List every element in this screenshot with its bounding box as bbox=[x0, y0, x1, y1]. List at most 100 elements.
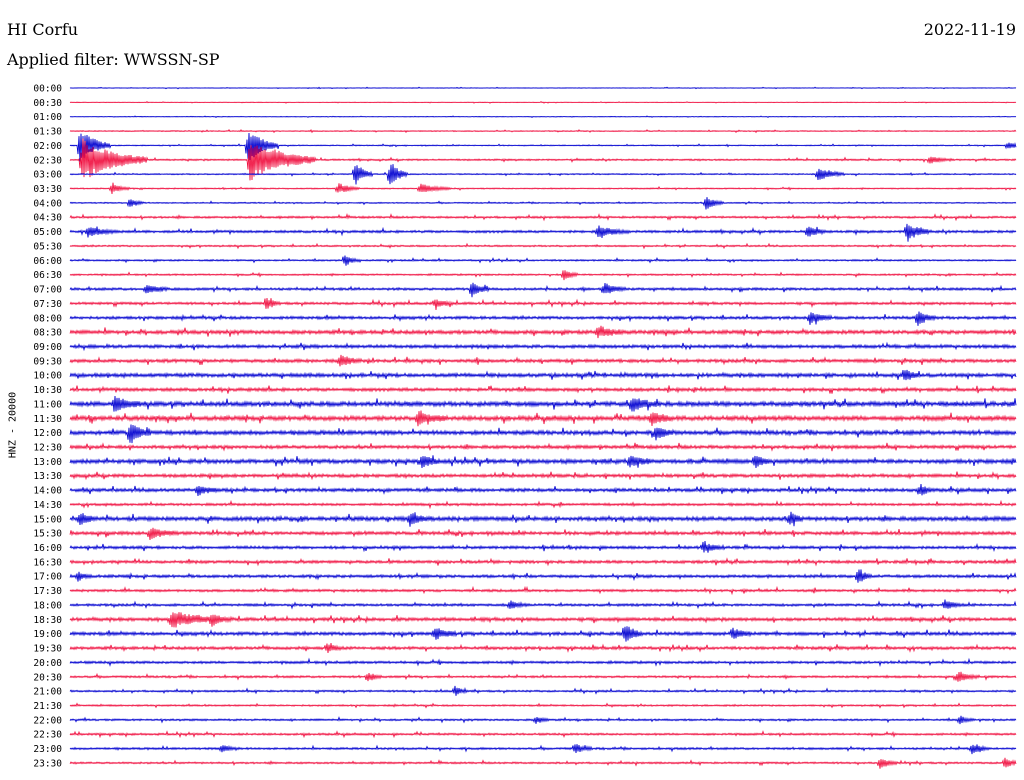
row-time-label: 05:00 bbox=[33, 227, 62, 238]
row-time-label: 12:00 bbox=[33, 428, 62, 439]
trace-row bbox=[69, 626, 1017, 642]
trace-row bbox=[69, 325, 1017, 339]
trace-row bbox=[69, 643, 1017, 654]
trace-row bbox=[69, 298, 1017, 310]
trace-row bbox=[69, 182, 1017, 195]
station-title: HI Corfu bbox=[7, 20, 79, 39]
row-time-label: 22:00 bbox=[33, 715, 62, 726]
row-time-label: 09:00 bbox=[33, 342, 62, 353]
trace-row bbox=[69, 369, 1017, 381]
trace-row bbox=[69, 197, 1017, 210]
trace-row bbox=[69, 527, 1017, 541]
trace-row bbox=[69, 715, 1017, 725]
trace-row bbox=[69, 557, 1017, 567]
filter-label: Applied filter: bbox=[7, 50, 119, 69]
trace-row bbox=[69, 599, 1017, 610]
row-time-label: 04:30 bbox=[33, 213, 62, 224]
trace-row bbox=[69, 128, 1017, 134]
trace-row bbox=[69, 442, 1017, 452]
trace-row bbox=[69, 270, 1017, 281]
row-time-label: 06:30 bbox=[33, 270, 62, 281]
row-time-label: 20:00 bbox=[33, 658, 62, 669]
trace-row bbox=[69, 213, 1017, 222]
trace-row bbox=[69, 311, 1017, 326]
trace-row bbox=[69, 702, 1017, 709]
trace-row bbox=[69, 385, 1017, 395]
row-time-label: 11:30 bbox=[33, 414, 62, 425]
row-time-label: 11:00 bbox=[33, 399, 62, 410]
trace-row bbox=[69, 282, 1017, 298]
trace-row bbox=[69, 671, 1017, 682]
row-time-label: 15:30 bbox=[33, 529, 62, 540]
trace-row bbox=[69, 585, 1017, 596]
row-time-label: 10:30 bbox=[33, 385, 62, 396]
row-time-label: 03:00 bbox=[33, 170, 62, 181]
row-time-label: 05:30 bbox=[33, 241, 62, 252]
trace-row bbox=[69, 541, 1017, 553]
row-time-label: 13:30 bbox=[33, 471, 62, 482]
row-time-label: 08:00 bbox=[33, 313, 62, 324]
row-time-label: 10:00 bbox=[33, 371, 62, 382]
trace-row bbox=[69, 410, 1017, 427]
row-time-label: 13:00 bbox=[33, 457, 62, 468]
row-time-label: 07:00 bbox=[33, 285, 62, 296]
row-time-label: 22:30 bbox=[33, 730, 62, 741]
row-time-label: 18:00 bbox=[33, 600, 62, 611]
row-time-label: 02:30 bbox=[33, 155, 62, 166]
row-time-label: 19:00 bbox=[33, 629, 62, 640]
trace-row bbox=[69, 115, 1017, 119]
row-time-label: 07:30 bbox=[33, 299, 62, 310]
trace-row bbox=[69, 685, 1017, 696]
row-time-label: 02:00 bbox=[33, 141, 62, 152]
trace-row bbox=[69, 511, 1017, 527]
trace-row bbox=[69, 730, 1017, 739]
row-time-label: 09:30 bbox=[33, 356, 62, 367]
trace-row bbox=[69, 744, 1017, 755]
row-time-label: 23:30 bbox=[33, 758, 62, 769]
trace-row bbox=[69, 223, 1017, 242]
trace-row bbox=[69, 471, 1017, 481]
trace-row bbox=[69, 100, 1017, 104]
row-time-label: 08:30 bbox=[33, 328, 62, 339]
row-time-label: 03:30 bbox=[33, 184, 62, 195]
trace-row bbox=[69, 483, 1017, 496]
trace-row bbox=[69, 255, 1017, 266]
trace-row bbox=[69, 341, 1017, 352]
row-time-label: 04:00 bbox=[33, 198, 62, 209]
date-label: 2022-11-19 bbox=[923, 20, 1016, 39]
row-time-label: 20:30 bbox=[33, 672, 62, 683]
trace-row bbox=[69, 133, 1017, 162]
row-time-label: 14:30 bbox=[33, 500, 62, 511]
row-time-label: 17:00 bbox=[33, 572, 62, 583]
trace-row bbox=[69, 138, 1017, 181]
row-time-label: 01:30 bbox=[33, 127, 62, 138]
row-time-label: 00:00 bbox=[33, 84, 62, 95]
filter-name: WWSSN-SP bbox=[123, 50, 220, 69]
trace-row bbox=[69, 164, 1017, 185]
row-time-label: 21:00 bbox=[33, 687, 62, 698]
row-time-label: 18:30 bbox=[33, 615, 62, 626]
filter-line: Applied filter: WWSSN-SP bbox=[7, 50, 220, 70]
row-time-label: 16:30 bbox=[33, 557, 62, 568]
trace-row bbox=[69, 424, 1017, 444]
row-time-label: 21:30 bbox=[33, 701, 62, 712]
trace-row bbox=[69, 569, 1017, 583]
row-time-label: 06:00 bbox=[33, 256, 62, 267]
row-time-label: 01:00 bbox=[33, 112, 62, 123]
trace-row bbox=[69, 499, 1017, 510]
row-time-label: 00:30 bbox=[33, 98, 62, 109]
row-time-label: 19:30 bbox=[33, 644, 62, 655]
trace-row bbox=[69, 395, 1017, 412]
trace-row bbox=[69, 455, 1017, 469]
row-time-label: 23:00 bbox=[33, 744, 62, 755]
trace-row bbox=[69, 354, 1017, 367]
row-time-label: 15:00 bbox=[33, 514, 62, 525]
row-time-label: 17:30 bbox=[33, 586, 62, 597]
trace-row bbox=[69, 86, 1017, 90]
row-time-label: 14:00 bbox=[33, 486, 62, 497]
trace-row bbox=[69, 757, 1017, 769]
row-time-label: 16:00 bbox=[33, 543, 62, 554]
trace-row bbox=[69, 657, 1017, 668]
trace-row bbox=[69, 612, 1017, 628]
